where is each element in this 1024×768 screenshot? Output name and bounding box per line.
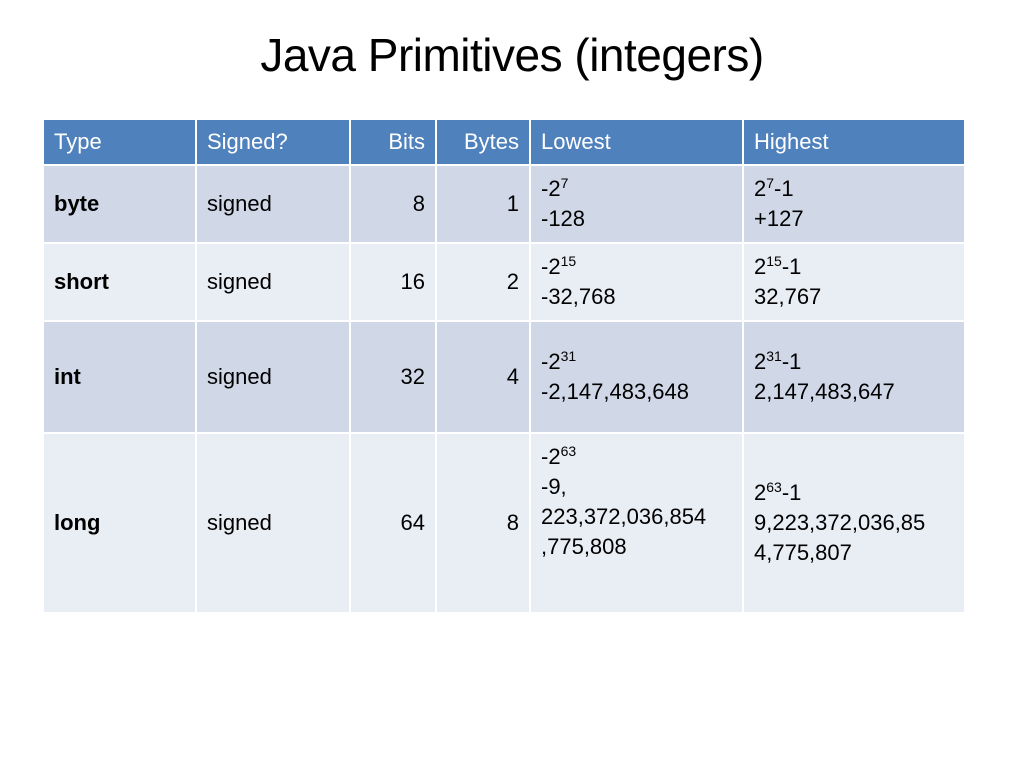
cell-signed: signed bbox=[195, 432, 351, 614]
highest-power: 27-1 bbox=[754, 174, 954, 204]
cell-lowest: -263 -9, 223,372,036,854,775,808 bbox=[529, 432, 744, 614]
lowest-power: -215 bbox=[541, 252, 732, 282]
table-row: short signed 16 2 -215 -32,768 215-1 32,767 bbox=[42, 242, 966, 322]
highest-exponent: 63 bbox=[766, 479, 782, 495]
cell-bits: 64 bbox=[349, 432, 437, 614]
lowest-base: -2 bbox=[541, 349, 561, 374]
lowest-value-line: -9, bbox=[541, 474, 567, 499]
cell-highest: 27-1 +127 bbox=[742, 164, 966, 244]
highest-value-line: 2,147,483,647 bbox=[754, 379, 895, 404]
cell-type: byte bbox=[42, 164, 197, 244]
cell-highest: 263-1 9,223,372,036,85 4,775,807 bbox=[742, 432, 966, 614]
highest-suffix: -1 bbox=[781, 480, 802, 505]
highest-exponent: 15 bbox=[766, 253, 782, 269]
cell-bytes: 4 bbox=[435, 320, 531, 434]
cell-bytes: 2 bbox=[435, 242, 531, 322]
header-type: Type bbox=[42, 118, 197, 166]
lowest-exponent: 31 bbox=[560, 348, 577, 364]
cell-type: short bbox=[42, 242, 197, 322]
slide-title: Java Primitives (integers) bbox=[260, 29, 764, 81]
header-signed: Signed? bbox=[195, 118, 351, 166]
highest-value-line: 9,223,372,036,85 bbox=[754, 510, 926, 535]
highest-power: 215-1 bbox=[754, 252, 954, 282]
highest-value-line: +127 bbox=[754, 206, 804, 231]
highest-power: 231-1 bbox=[754, 347, 954, 377]
cell-signed: signed bbox=[195, 164, 351, 244]
header-bits: Bits bbox=[349, 118, 437, 166]
cell-signed: signed bbox=[195, 320, 351, 434]
lowest-value-line: ,775,808 bbox=[541, 534, 627, 559]
cell-bytes: 8 bbox=[435, 432, 531, 614]
lowest-value-line: -128 bbox=[541, 206, 586, 231]
cell-bits: 8 bbox=[349, 164, 437, 244]
lowest-value-line: -2,147,483,648 bbox=[541, 379, 690, 404]
highest-base: 2 bbox=[754, 349, 767, 374]
lowest-exponent: 7 bbox=[560, 175, 569, 191]
lowest-base: -2 bbox=[541, 254, 561, 279]
cell-bytes: 1 bbox=[435, 164, 531, 244]
cell-lowest: -231 -2,147,483,648 bbox=[529, 320, 744, 434]
cell-highest: 215-1 32,767 bbox=[742, 242, 966, 322]
lowest-power: -27 bbox=[541, 174, 732, 204]
highest-exponent: 31 bbox=[766, 348, 782, 364]
highest-base: 2 bbox=[754, 480, 767, 505]
cell-signed: signed bbox=[195, 242, 351, 322]
cell-type: int bbox=[42, 320, 197, 434]
highest-suffix: -1 bbox=[781, 349, 802, 374]
cell-lowest: -27 -128 bbox=[529, 164, 744, 244]
lowest-base: -2 bbox=[541, 444, 561, 469]
cell-lowest: -215 -32,768 bbox=[529, 242, 744, 322]
lowest-exponent: 63 bbox=[560, 443, 577, 459]
highest-suffix: -1 bbox=[774, 176, 794, 201]
table-header-row: Type Signed? Bits Bytes Lowest Highest bbox=[42, 118, 966, 166]
cell-bits: 16 bbox=[349, 242, 437, 322]
highest-suffix: -1 bbox=[781, 254, 802, 279]
highest-value-line: 32,767 bbox=[754, 284, 822, 309]
cell-highest: 231-1 2,147,483,647 bbox=[742, 320, 966, 434]
table-row: long signed 64 8 -263 -9, 223,372,036,854,775,… bbox=[42, 432, 966, 614]
lowest-power: -231 bbox=[541, 347, 732, 377]
header-bytes: Bytes bbox=[435, 118, 531, 166]
table-row: byte signed 8 1 -27 -128 27-1 +127 bbox=[42, 164, 966, 244]
table-row: int signed 32 4 -231 -2,147,483,648 231-1 2,147… bbox=[42, 320, 966, 434]
highest-base: 2 bbox=[754, 254, 767, 279]
cell-type: long bbox=[42, 432, 197, 614]
lowest-value-line: -32,768 bbox=[541, 284, 616, 309]
primitives-table: Type Signed? Bits Bytes Lowest Highest b… bbox=[42, 118, 966, 614]
highest-exponent: 7 bbox=[766, 175, 775, 191]
lowest-value-line: 223,372,036,854 bbox=[541, 504, 707, 529]
lowest-exponent: 15 bbox=[560, 253, 577, 269]
cell-bits: 32 bbox=[349, 320, 437, 434]
table-body: byte signed 8 1 -27 -128 27-1 +127 short signed 16… bbox=[42, 164, 966, 614]
header-highest: Highest bbox=[742, 118, 966, 166]
header-lowest: Lowest bbox=[529, 118, 744, 166]
lowest-power: -263 bbox=[541, 442, 732, 472]
highest-base: 2 bbox=[754, 176, 767, 201]
highest-value-line: 4,775,807 bbox=[754, 540, 852, 565]
highest-power: 263-1 bbox=[754, 478, 954, 508]
lowest-base: -2 bbox=[541, 176, 561, 201]
